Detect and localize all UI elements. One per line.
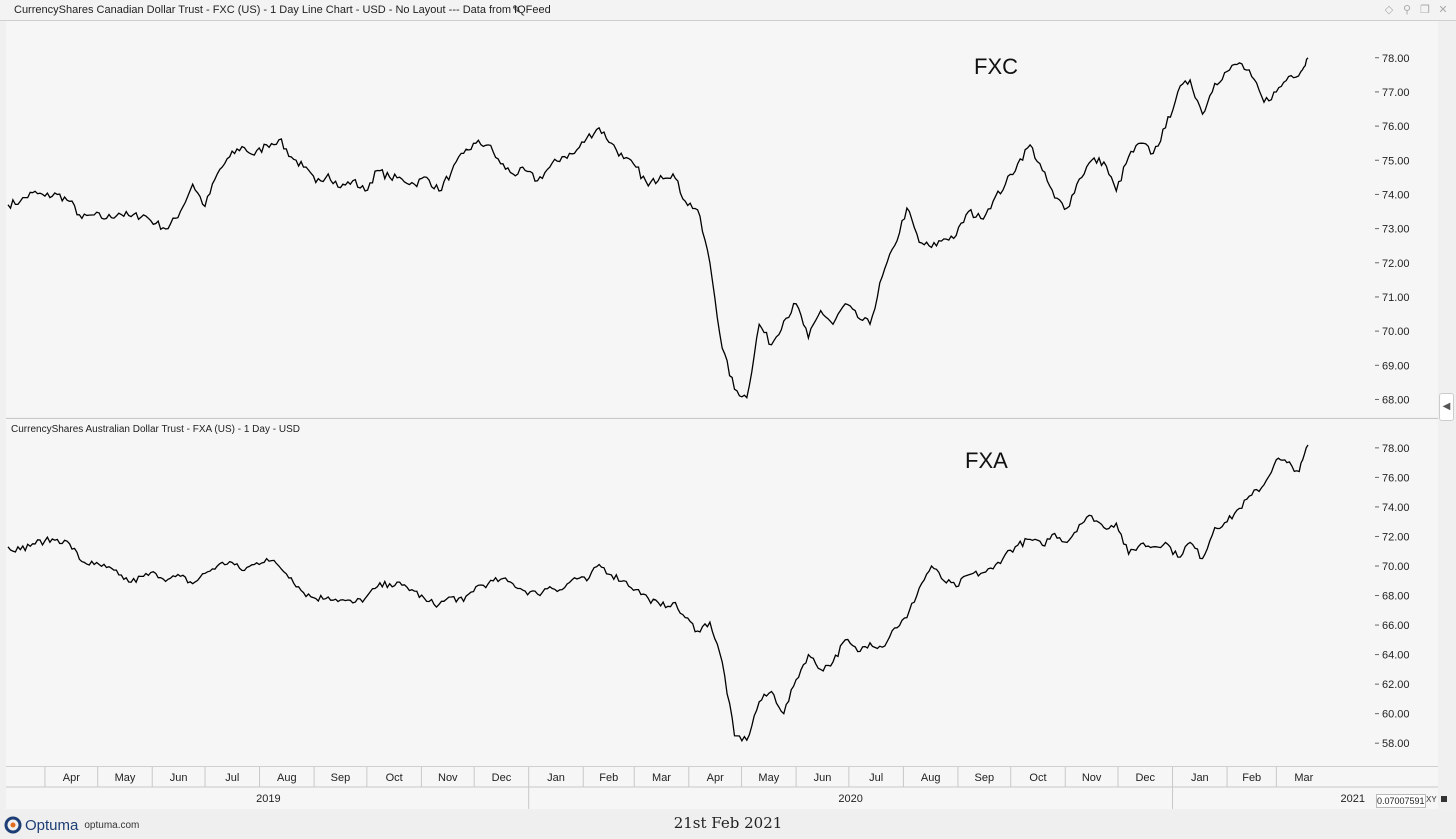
window-controls: ◇ ⚲ ❐ ✕ [1382,3,1450,17]
fxc-y-tick-label: 78.00 [1382,53,1410,65]
diamond-icon[interactable]: ◇ [1384,4,1394,16]
month-label: Mar [652,772,671,784]
fxc-y-tick-label: 70.00 [1382,326,1410,338]
month-label: Dec [1135,772,1155,784]
xy-label: XY [1426,795,1437,804]
month-label: Oct [386,772,403,784]
month-label: Jan [547,772,565,784]
chevron-left-icon: ◀ [1442,401,1451,412]
fxa-price-axis-svg: 58.00 60.00 62.00 64.00 66.00 68.00 70.00 72.00… [1375,443,1410,750]
xy-toggle-button[interactable]: XY [1426,794,1448,806]
fxc-y-tick-label: 71.00 [1382,292,1410,304]
fxa-pane-label: CurrencyShares Australian Dollar Trust -… [11,424,300,435]
fxc-y-tick-label: 74.00 [1382,189,1410,201]
month-label: Nov [438,772,458,784]
fxa-y-tick-label: 72.00 [1382,531,1410,543]
footer: Optuma optuma.com 21st Feb 2021 [0,810,1456,838]
month-label: Sep [975,772,995,784]
year-label: 2019 [256,793,280,805]
month-label: Dec [492,772,512,784]
month-label: Aug [921,772,941,784]
month-label: Apr [63,772,80,784]
fxc-annotation: FXC [974,54,1018,79]
month-label: Jun [170,772,188,784]
fxc-chart-pane[interactable]: FXC [6,21,1376,417]
month-label: Jan [1191,772,1209,784]
side-panel-toggle[interactable]: ◀ [1439,393,1454,421]
month-label: Mar [1294,772,1313,784]
fxc-y-tick-label: 72.00 [1382,258,1410,270]
fxa-y-tick-label: 68.00 [1382,591,1410,603]
date-axis[interactable]: Apr May Jun Jul Aug Sep Oct Nov Dec Jan Feb Mar Apr M… [6,766,1438,809]
logo-url[interactable]: optuma.com [84,819,140,831]
optuma-logo-mark-icon [4,816,22,834]
fxa-y-tick-label: 74.00 [1382,502,1410,514]
fxa-y-tick-label: 62.00 [1382,679,1410,691]
fxc-y-tick-label: 73.00 [1382,224,1410,236]
fxa-y-tick-label: 64.00 [1382,650,1410,662]
month-label: Jun [814,772,832,784]
fxa-price-line [7,444,1309,743]
fxc-price-line [7,57,1309,400]
fxc-price-axis-svg: 68.00 69.00 70.00 71.00 72.00 73.00 74.00 75.00… [1375,53,1410,406]
month-label: Sep [331,772,351,784]
chart-date: 21st Feb 2021 [673,814,783,832]
year-label: 2020 [838,793,862,805]
close-icon[interactable]: ✕ [1438,4,1448,16]
fxa-y-tick-label: 66.00 [1382,620,1410,632]
month-label: Apr [707,772,724,784]
logo-text: Optuma [25,816,79,834]
fxa-y-tick-label: 78.00 [1382,443,1410,455]
fxa-price-axis[interactable]: 58.00 60.00 62.00 64.00 66.00 68.00 70.00 72.00… [1375,418,1438,767]
fxa-y-tick-label: 70.00 [1382,561,1410,573]
month-label: May [758,772,779,784]
month-label: Oct [1029,772,1046,784]
optuma-logo[interactable]: Optuma optuma.com [4,816,139,834]
lock-icon [1440,796,1447,802]
fxa-y-tick-label: 60.00 [1382,709,1410,721]
fxa-y-tick-label: 76.00 [1382,472,1410,484]
fxa-chart-svg: FXA [7,444,1309,743]
fxa-y-tick-label: 58.00 [1382,738,1410,750]
month-label: Feb [599,772,618,784]
window-title: CurrencyShares Canadian Dollar Trust - F… [14,4,551,16]
fxc-y-tick-label: 69.00 [1382,360,1410,372]
restore-icon[interactable]: ❐ [1420,4,1430,16]
fxa-chart-pane[interactable]: FXA CurrencyShares Australian Dollar Tru… [6,418,1376,767]
fxc-chart-svg: FXC [7,54,1309,400]
fxc-y-tick-label: 76.00 [1382,121,1410,133]
fxc-y-tick-label: 68.00 [1382,394,1410,406]
pin-icon[interactable]: ⚲ [1402,4,1412,16]
month-label: Nov [1082,772,1102,784]
window-titlebar: CurrencyShares Canadian Dollar Trust - F… [0,0,1456,21]
month-label: Aug [277,772,297,784]
fxc-y-tick-label: 75.00 [1382,155,1410,167]
month-label: May [115,772,136,784]
month-label: Jul [225,772,239,784]
fxa-annotation: FXA [965,448,1008,473]
fxc-price-axis[interactable]: 68.00 69.00 70.00 71.00 72.00 73.00 74.00 75.00… [1375,21,1438,417]
fxc-y-tick-label: 77.00 [1382,87,1410,99]
edit-pencil-icon[interactable]: ✎ [512,4,522,16]
zoom-value-input[interactable]: 0.07007591 [1376,794,1426,808]
year-label: 2021 [1341,793,1365,805]
month-label: Jul [869,772,883,784]
date-axis-svg: Apr May Jun Jul Aug Sep Oct Nov Dec Jan Feb Mar Apr M… [6,767,1438,809]
month-label: Feb [1242,772,1261,784]
